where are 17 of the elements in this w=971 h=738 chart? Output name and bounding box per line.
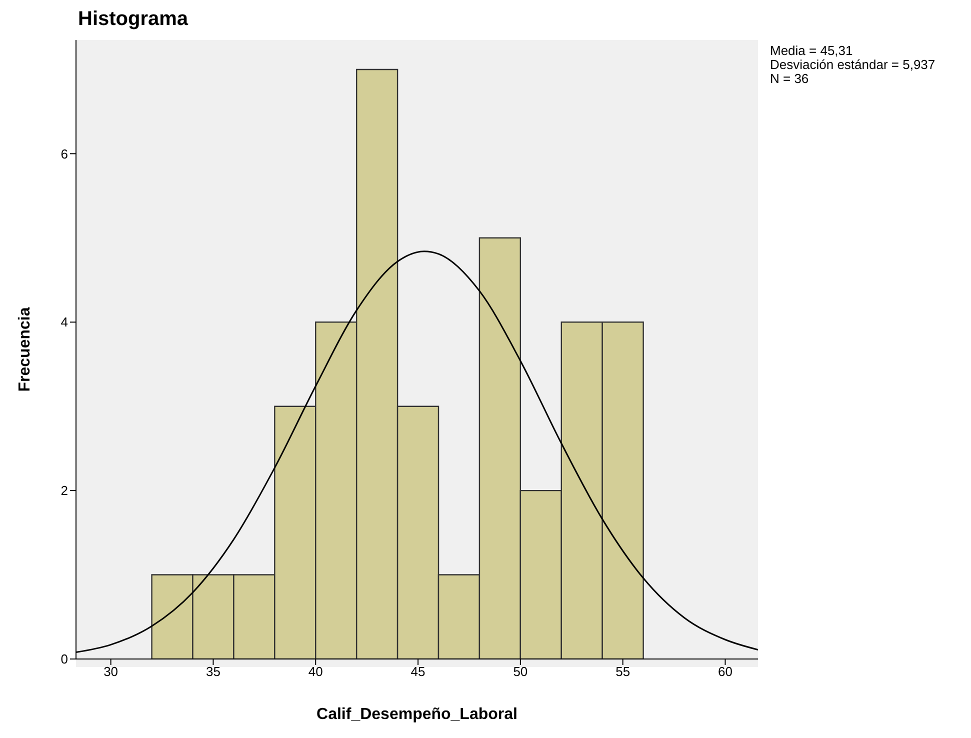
x-tick-label: 35 [206,664,220,680]
text: Media = 45,31 [770,43,854,58]
x-tick-label: 60 [718,664,732,680]
x-tick-label: 30 [104,664,118,680]
x-tick-label: 55 [616,664,630,680]
x-tick-label: 50 [513,664,528,680]
text: Desviación estándar = 5,937 [770,57,936,72]
chart-title: Histograma [78,8,188,31]
y-tick-label: 6 [60,146,68,162]
y-axis-title: Frecuencia [16,307,34,392]
y-tick-label: 4 [60,314,68,330]
y-tick-label: 2 [60,483,68,498]
text: N = 36 [770,71,810,86]
x-tick-label: 45 [410,664,426,680]
x-tick-label: 40 [308,664,323,680]
x-axis-title: Calif_Desempeño_Laboral [316,706,518,723]
y-tick-label: 0 [60,652,68,667]
